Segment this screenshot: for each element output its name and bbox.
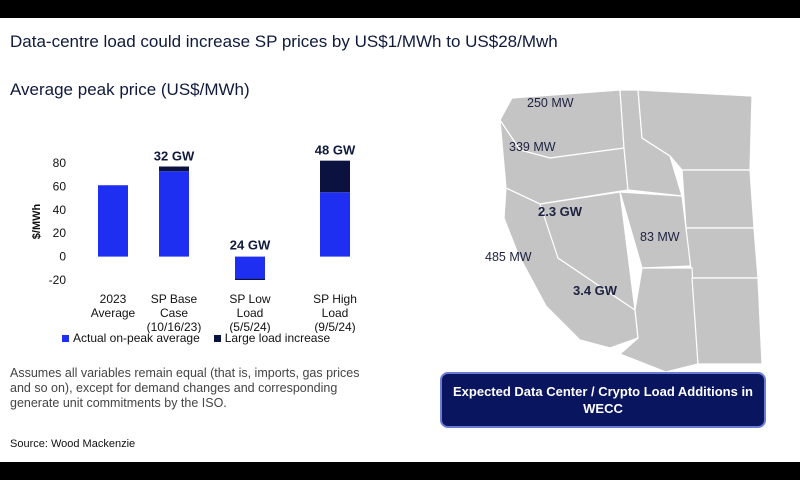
map-label-colorado: 83 MW xyxy=(640,230,680,244)
legend-label-large-load: Large load increase xyxy=(224,331,331,345)
y-tick-label: 60 xyxy=(53,179,67,193)
wecc-map xyxy=(499,89,763,373)
bar-data-label: 24 GW xyxy=(230,237,271,252)
x-tick-label: (9/5/24) xyxy=(314,320,355,333)
x-tick-label: (10/16/23) xyxy=(147,320,202,333)
x-tick-label: Case xyxy=(160,306,188,320)
x-tick-label: Load xyxy=(322,306,349,320)
y-axis-label: $/MWh xyxy=(31,204,43,240)
map-state-new-mexico xyxy=(691,277,763,365)
page-title: Data-centre load could increase SP price… xyxy=(10,32,558,51)
x-tick-label: SP High xyxy=(313,292,357,306)
slide: Data-centre load could increase SP price… xyxy=(0,18,800,462)
bar-segment xyxy=(235,256,265,280)
map-label-oregon: 339 MW xyxy=(509,140,556,154)
bar-data-label: 48 GW xyxy=(315,143,356,158)
source-credit: Source: Wood Mackenzie xyxy=(10,438,136,450)
y-tick-label: 20 xyxy=(53,226,67,240)
legend-swatch-large-load xyxy=(213,334,221,342)
legend-swatch-actual xyxy=(62,334,69,342)
assumptions-note: Assumes all variables remain equal (that… xyxy=(10,366,360,410)
chart-title: Average peak price (US$/MWh) xyxy=(10,80,250,99)
x-tick-label: 2023 xyxy=(100,292,127,306)
legend-label-actual: Actual on-peak average xyxy=(73,331,200,345)
x-tick-label: SP Low xyxy=(229,292,270,306)
y-tick-label: 0 xyxy=(59,250,66,264)
map-callout-box: Expected Data Center / Crypto Load Addit… xyxy=(440,372,766,428)
map-label-nevada: 2.3 GW xyxy=(538,204,583,219)
map-label-california: 485 MW xyxy=(485,250,532,264)
bar-segment xyxy=(159,171,189,257)
x-tick-label: (5/5/24) xyxy=(229,320,270,333)
map-state-colorado xyxy=(685,227,759,279)
x-tick-label: Load xyxy=(237,306,264,320)
legend-item-actual: Actual on-peak average xyxy=(62,331,200,345)
bar-segment xyxy=(235,278,265,280)
chart-legend: Actual on-peak average Large load increa… xyxy=(62,331,330,345)
map-label-arizona: 3.4 GW xyxy=(573,283,618,298)
bar-segment xyxy=(320,192,350,257)
map-label-washington: 250 MW xyxy=(527,96,574,110)
x-tick-label: SP Base xyxy=(151,292,198,306)
x-tick-label: Average xyxy=(91,306,136,320)
y-tick-label: 80 xyxy=(53,156,67,170)
legend-item-large-load: Large load increase xyxy=(213,331,331,345)
bar-segment xyxy=(320,160,350,193)
map-state-wyoming xyxy=(681,169,755,229)
y-tick-label: 40 xyxy=(53,203,67,217)
bar-segment xyxy=(159,166,189,172)
y-tick-label: -20 xyxy=(49,273,67,287)
bar-data-label: 32 GW xyxy=(154,149,195,164)
bar-segment xyxy=(98,185,128,257)
